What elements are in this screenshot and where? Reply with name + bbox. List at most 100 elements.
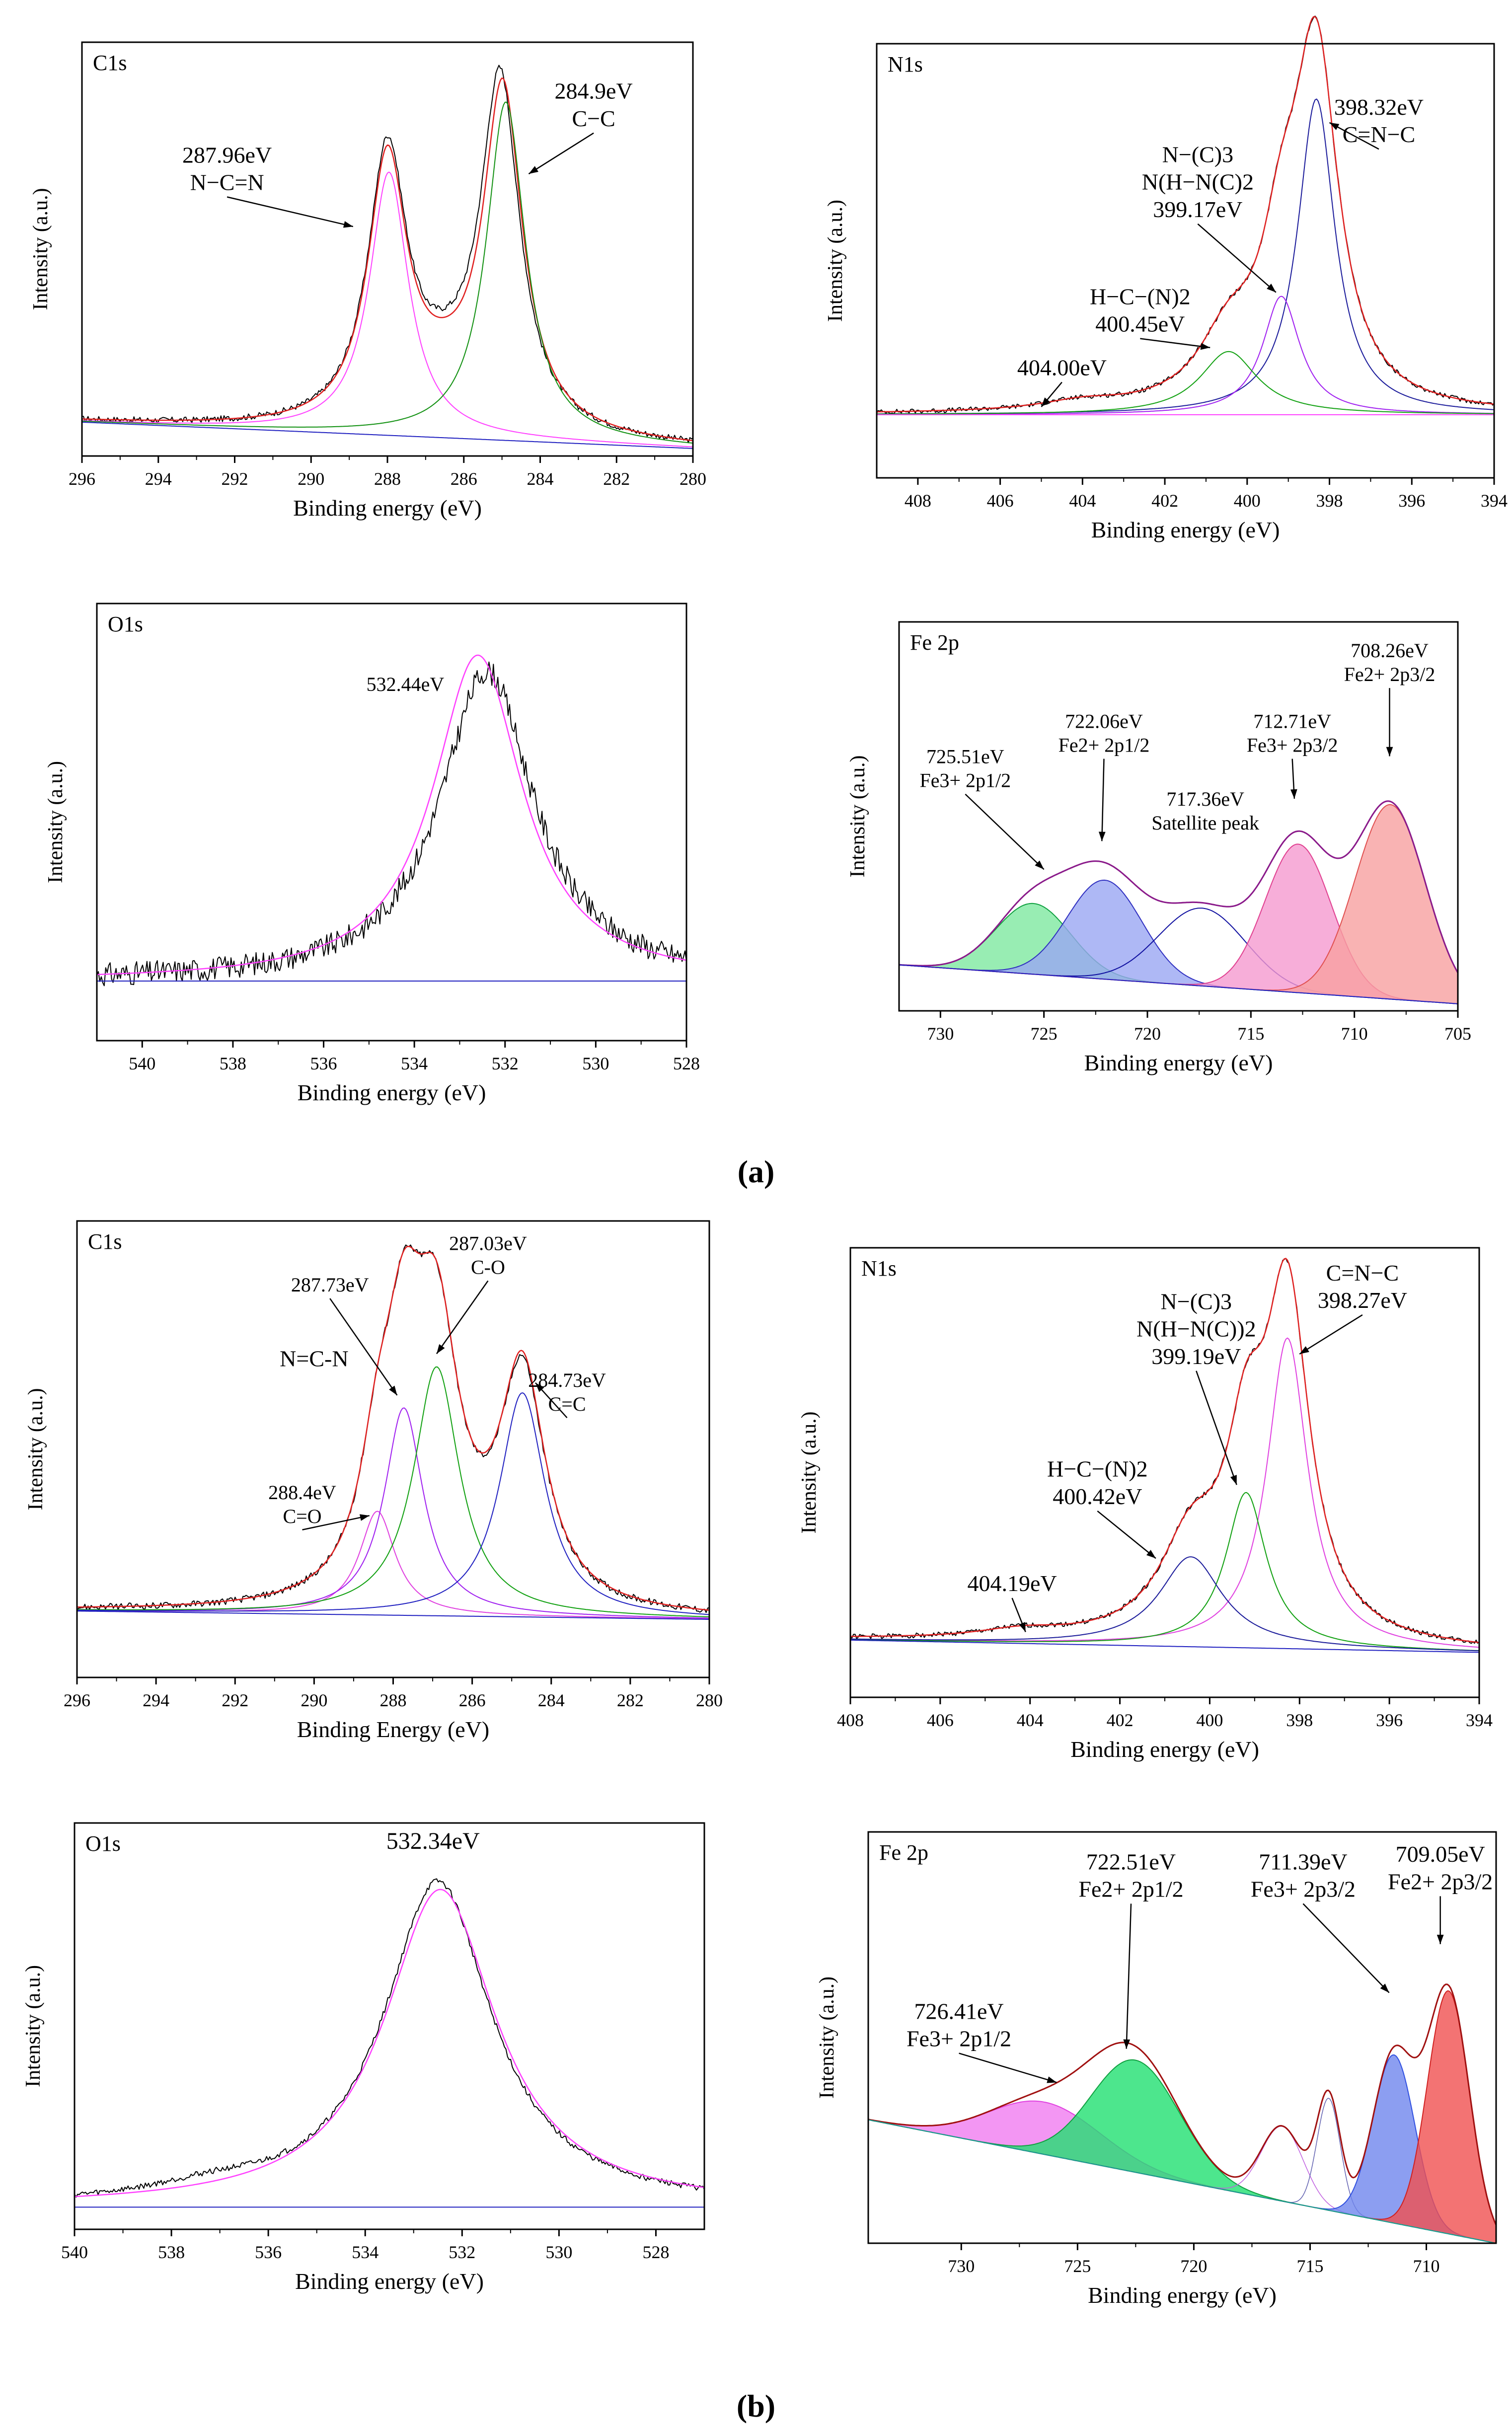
annotation-label: C-O bbox=[471, 1256, 505, 1278]
annotation-arrowhead bbox=[1098, 832, 1106, 841]
x-tick-label: 534 bbox=[352, 2242, 378, 2262]
x-tick-label: 725 bbox=[1064, 2256, 1091, 2276]
y-axis-label: Intensity (a.u.) bbox=[846, 755, 869, 877]
plot-frame bbox=[74, 1822, 705, 2230]
x-axis-label: Binding energy (eV) bbox=[1091, 517, 1280, 542]
series-peak-288 bbox=[81, 171, 693, 448]
x-tick-label: 286 bbox=[459, 1690, 486, 1710]
annotation-label: C=N−C bbox=[1343, 122, 1415, 147]
x-tick-label: 396 bbox=[1376, 1710, 1403, 1730]
annotation-arrowhead bbox=[535, 1382, 544, 1392]
x-tick-label: 402 bbox=[1107, 1710, 1134, 1730]
panel-title: O1s bbox=[108, 612, 143, 636]
annotation-arrowhead bbox=[1267, 284, 1276, 293]
x-tick-label: 536 bbox=[310, 1054, 337, 1073]
annotation-arrow bbox=[1329, 122, 1379, 150]
annotation-arrowhead bbox=[1290, 789, 1297, 799]
annotation-arrowhead bbox=[1200, 343, 1210, 350]
annotation-arrow bbox=[965, 793, 1045, 870]
y-axis-label: Intensity (a.u.) bbox=[824, 200, 847, 322]
x-tick-label: 398 bbox=[1286, 1710, 1313, 1730]
group-label-a: (a) bbox=[738, 1154, 775, 1189]
annotation-arrowhead bbox=[1436, 1935, 1444, 1944]
plot-frame bbox=[76, 1220, 710, 1678]
series-peak-287.03 bbox=[77, 1366, 710, 1617]
annotation-arrowhead bbox=[1035, 860, 1044, 870]
annotation-arrow bbox=[227, 196, 354, 228]
panel-title: Fe 2p bbox=[879, 1840, 928, 1865]
series-peak-288.4 bbox=[76, 1511, 709, 1620]
series-envelope bbox=[868, 1983, 1497, 2226]
annotation-arrow bbox=[1101, 759, 1105, 841]
series-raw bbox=[96, 661, 687, 986]
x-tick-label: 528 bbox=[642, 2242, 669, 2262]
annotation-label: N−(C)3 bbox=[1162, 142, 1233, 167]
x-tick-label: 292 bbox=[222, 1690, 248, 1710]
y-axis-label: Intensity (a.u.) bbox=[798, 1411, 821, 1533]
series-peak-400 bbox=[877, 351, 1494, 415]
x-tick-label: 532 bbox=[449, 2242, 475, 2262]
series-envelope bbox=[877, 16, 1495, 413]
annotation-label: Fe3+ 2p1/2 bbox=[919, 769, 1011, 792]
x-tick-label: 400 bbox=[1234, 491, 1261, 511]
annotation-label: H−C−(N)2 bbox=[1047, 1456, 1148, 1482]
x-axis-label: Binding energy (eV) bbox=[293, 495, 482, 521]
series-fill-peak-709 bbox=[868, 1991, 1496, 2243]
x-axis-label: Binding energy (eV) bbox=[1088, 2282, 1277, 2308]
annotation-label: 726.41eV bbox=[914, 1998, 1004, 2024]
panel-title: C1s bbox=[93, 51, 127, 75]
x-tick-label: 536 bbox=[255, 2242, 282, 2262]
annotation-label: 400.42eV bbox=[1053, 1484, 1142, 1509]
y-axis-label: Intensity (a.u.) bbox=[24, 1388, 47, 1510]
y-axis-label: Intensity (a.u.) bbox=[29, 188, 52, 310]
annotation-label: 287.03eV bbox=[449, 1232, 527, 1254]
x-tick-label: 730 bbox=[927, 1024, 954, 1044]
x-tick-label: 398 bbox=[1316, 491, 1343, 511]
annotation-arrowhead bbox=[1123, 2039, 1131, 2049]
series-background bbox=[76, 1610, 709, 1620]
annotation-arrow bbox=[329, 1298, 398, 1396]
plot-frame bbox=[867, 1831, 1497, 2244]
x-tick-label: 404 bbox=[1017, 1710, 1044, 1730]
y-axis-label: Intensity (a.u.) bbox=[816, 1976, 838, 2099]
annotation-label: H−C−(N)2 bbox=[1090, 284, 1191, 309]
annotation-label: 398.32eV bbox=[1334, 94, 1424, 120]
annotation-label: 708.26eV bbox=[1351, 639, 1429, 662]
annotation-arrowhead bbox=[389, 1385, 397, 1395]
annotation-label: 288.4eV bbox=[268, 1481, 336, 1504]
chart-b-O1s: 540 538 536 534 532 530 528 Binding energy (eV)… bbox=[22, 1822, 705, 2294]
annotation-arrowhead bbox=[1386, 747, 1393, 757]
annotation-label: 287.73eV bbox=[291, 1274, 369, 1296]
series-fill-peak-725 bbox=[899, 903, 1458, 1004]
series-fill-peak-722 bbox=[899, 880, 1458, 1004]
chart-b-Fe2p: 730 725 720 715 710 Binding energy (eV) Intens… bbox=[816, 1831, 1497, 2308]
x-tick-label: 538 bbox=[220, 1054, 246, 1073]
annotation-label: C=C bbox=[548, 1393, 586, 1415]
x-tick-label: 538 bbox=[158, 2242, 185, 2262]
x-tick-label: 286 bbox=[451, 469, 477, 489]
chart-b-C1s: 296 294 292 290 288 286 284 282 280 Binding Energ… bbox=[24, 1220, 723, 1742]
x-tick-label: 288 bbox=[380, 1690, 407, 1710]
series-peak-400 bbox=[850, 1556, 1480, 1652]
x-tick-label: 534 bbox=[401, 1054, 428, 1073]
series-peak-287.73 bbox=[76, 1407, 709, 1619]
annotation-arrow bbox=[1097, 1510, 1156, 1559]
x-axis-label: Binding energy (eV) bbox=[298, 1080, 486, 1105]
annotation-arrow bbox=[1126, 1903, 1132, 2049]
annotation-arrowhead bbox=[1299, 1346, 1309, 1354]
x-tick-label: 406 bbox=[987, 491, 1014, 511]
annotation-label: N=C-N bbox=[280, 1346, 348, 1371]
x-tick-label: 720 bbox=[1180, 2256, 1207, 2276]
series-raw bbox=[76, 1244, 710, 1613]
x-tick-label: 288 bbox=[374, 469, 401, 489]
series-peak-399 bbox=[877, 296, 1494, 415]
x-axis-label: Binding energy (eV) bbox=[1070, 1737, 1259, 1762]
annotation-label: 722.06eV bbox=[1065, 710, 1143, 733]
plot-frame bbox=[81, 41, 694, 457]
x-tick-label: 284 bbox=[527, 469, 554, 489]
annotation-arrowhead bbox=[529, 166, 538, 174]
plot-frame bbox=[898, 621, 1459, 1012]
series-peak-285 bbox=[81, 101, 693, 444]
annotation-label: Fe3+ 2p3/2 bbox=[1251, 1876, 1356, 1901]
series-envelope bbox=[850, 1258, 1480, 1643]
